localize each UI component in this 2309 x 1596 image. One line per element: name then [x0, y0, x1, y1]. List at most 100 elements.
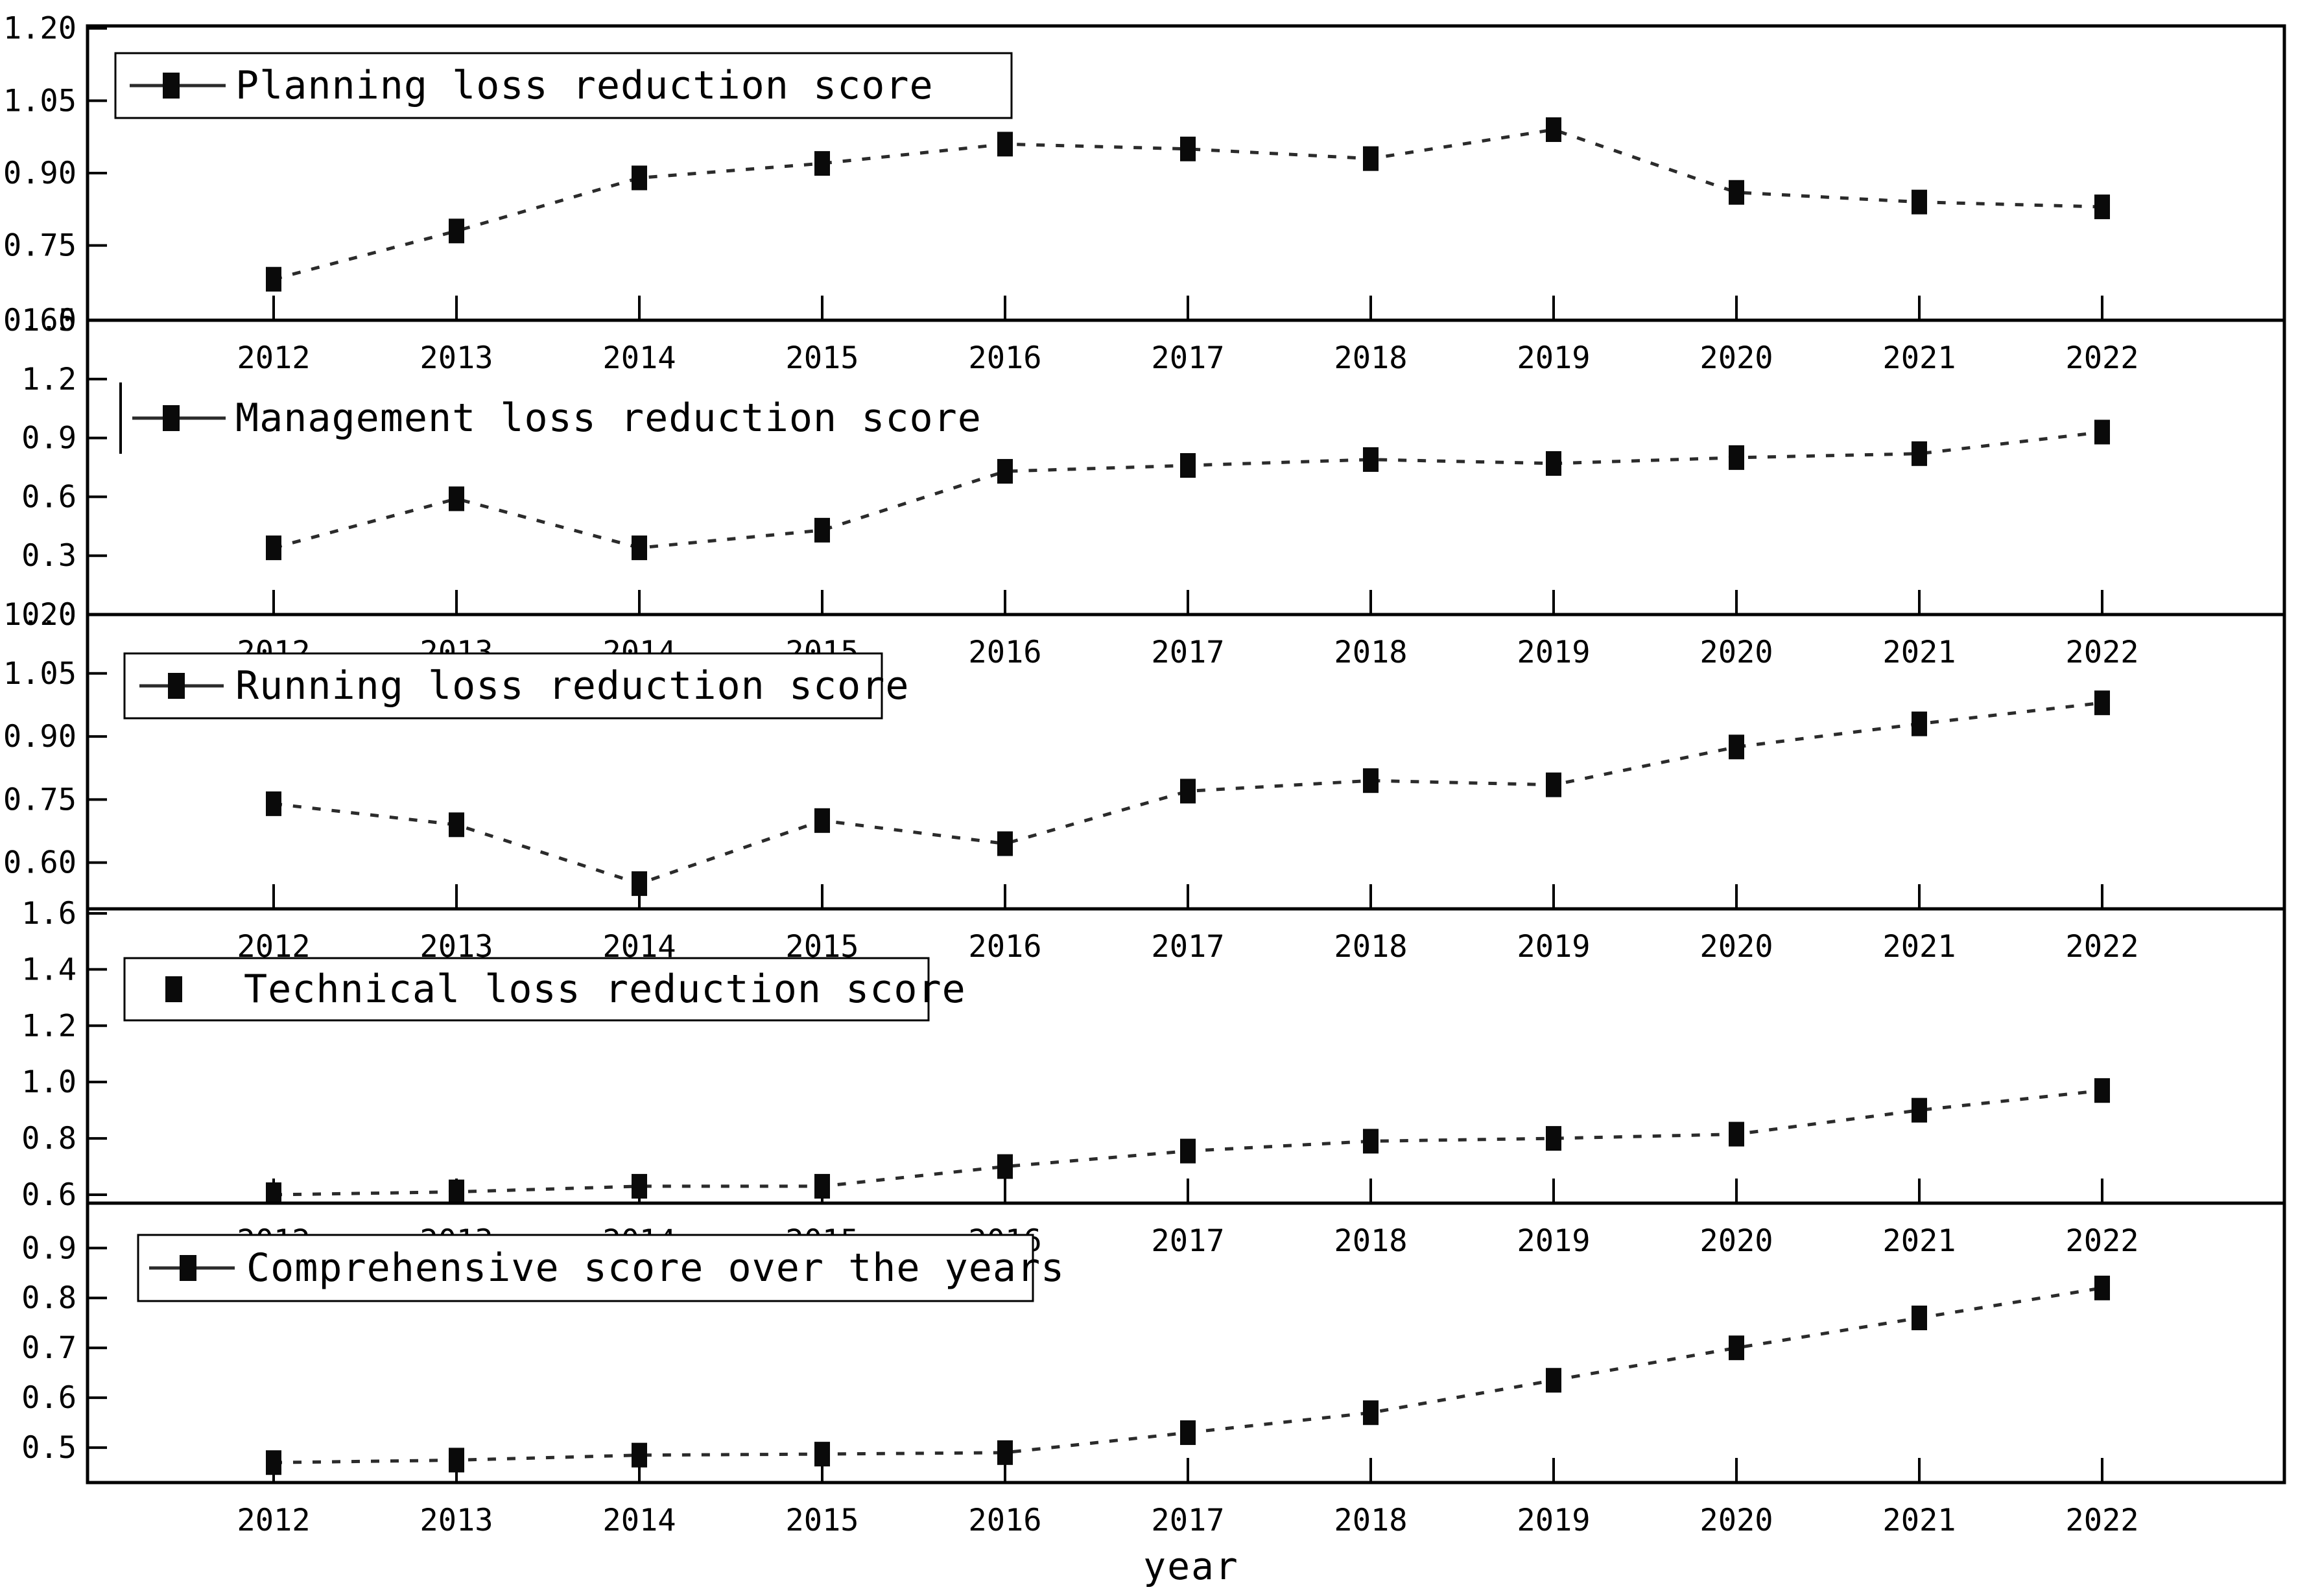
- x-tick-label: 2013: [420, 340, 493, 376]
- data-point-marker: [1912, 441, 1927, 466]
- x-tick-label: 2012: [237, 340, 310, 376]
- data-point-marker: [449, 1448, 464, 1473]
- x-tick-label: 2017: [1151, 929, 1224, 965]
- x-tick-label: 2017: [1151, 1503, 1224, 1538]
- x-tick-label: 2018: [1334, 635, 1407, 670]
- series-management: [266, 419, 2110, 561]
- legend-running: Running loss reduction score: [123, 652, 909, 720]
- data-point-marker: [1546, 117, 1561, 143]
- x-tick-label: 2022: [2065, 1503, 2138, 1538]
- data-point-marker: [1180, 1420, 1196, 1446]
- data-point-marker: [1912, 1097, 1927, 1123]
- x-tick-label: 2021: [1882, 1223, 1956, 1259]
- data-point-marker: [266, 1450, 281, 1475]
- x-tick-label: 2021: [1882, 340, 1956, 376]
- data-point-marker: [1729, 1121, 1744, 1147]
- y-tick-label: 1.20: [3, 11, 77, 47]
- boundary-tick-label: 0.60: [3, 303, 77, 338]
- boundary-tick-labels: 0.601.51.200.01.60.6: [3, 303, 107, 1213]
- data-point-marker: [1363, 447, 1379, 472]
- y-tick-label: 1.4: [21, 952, 77, 987]
- data-point-marker: [997, 132, 1013, 157]
- x-tick-label: 2020: [1699, 1503, 1773, 1538]
- data-point-marker: [1546, 772, 1561, 797]
- y-tick-label: 0.3: [21, 538, 77, 574]
- x-tick-label: 2016: [968, 340, 1041, 376]
- data-point-marker: [1180, 1138, 1196, 1164]
- series-planning: [266, 117, 2110, 292]
- x-tick-label: 2019: [1517, 340, 1590, 376]
- data-point-marker: [2094, 419, 2110, 445]
- y-tick-label: 0.8: [21, 1280, 77, 1316]
- data-point-marker: [449, 1179, 464, 1202]
- legend-box: [123, 652, 883, 720]
- legend-management: Management loss reduction score: [119, 382, 981, 454]
- panel-comprehensive: 0.9 0.8 0.7 0.6 0.5 2012 2013 2014 2015 2016 2017 2…: [21, 1201, 2286, 1538]
- x-tick-label: 2020: [1699, 340, 1773, 376]
- x-tick-label: 2018: [1334, 340, 1407, 376]
- y-tick-label: 1.2: [21, 362, 77, 397]
- x-tick-label: 2020: [1699, 1223, 1773, 1259]
- y-tick-label: 1.0: [21, 1064, 77, 1100]
- series-running: [266, 690, 2110, 897]
- legend-sample-marker: [163, 405, 180, 431]
- series-line: [273, 430, 2103, 550]
- data-point-marker: [266, 535, 281, 561]
- data-point-marker: [1180, 779, 1196, 804]
- data-point-marker: [997, 831, 1013, 856]
- x-tick-label: 2016: [968, 635, 1041, 670]
- y-tick-label: 1.05: [3, 656, 77, 692]
- legend-label: Planning loss reduction score: [235, 63, 934, 108]
- series-comprehensive: [266, 1275, 2110, 1475]
- y-tick-label: 1.05: [3, 83, 77, 119]
- legend-sample-marker: [180, 1255, 196, 1281]
- x-axis-title: year: [1143, 1544, 1239, 1588]
- legend-box: [114, 52, 1013, 119]
- x-tick-label: 2018: [1334, 1223, 1407, 1259]
- x-tick-label: 2018: [1334, 1503, 1407, 1538]
- y-tick-label: 0.9: [21, 421, 77, 456]
- data-point-marker: [1363, 146, 1379, 171]
- x-tick-label: 2017: [1151, 1223, 1224, 1259]
- data-point-marker: [997, 1154, 1013, 1179]
- x-tick-label: 2022: [2065, 929, 2138, 965]
- x-tick-label: 2015: [785, 340, 858, 376]
- x-tick-label: 2019: [1517, 929, 1590, 965]
- legend-label: Technical loss reduction score: [244, 967, 966, 1012]
- x-tick-label: 2014: [602, 1503, 676, 1538]
- data-point-marker: [449, 486, 464, 511]
- data-point-marker: [632, 1442, 647, 1468]
- data-point-marker: [1729, 180, 1744, 205]
- x-tick-label: 2022: [2065, 635, 2138, 670]
- x-tick-label: 2019: [1517, 1223, 1590, 1259]
- x-tick-label: 2019: [1517, 1503, 1590, 1538]
- x-tick-label: 2017: [1151, 635, 1224, 670]
- data-point-marker: [266, 791, 281, 816]
- y-tick-label: 0.75: [3, 782, 77, 817]
- y-tick-label: 0.8: [21, 1121, 77, 1156]
- data-point-marker: [2094, 1275, 2110, 1300]
- x-tick-label: 2022: [2065, 340, 2138, 376]
- data-point-marker: [814, 517, 830, 543]
- x-tick-label: 2016: [968, 1503, 1041, 1538]
- y-tick-label: 0.90: [3, 156, 77, 191]
- data-point-marker: [1729, 1335, 1744, 1361]
- x-tick-label: 2014: [602, 340, 676, 376]
- x-tick-label: 2021: [1882, 929, 1956, 965]
- data-point-marker: [1546, 1368, 1561, 1393]
- data-point-marker: [2094, 1078, 2110, 1103]
- data-point-marker: [1912, 1306, 1927, 1331]
- boundary-tick-label: 1.5: [21, 303, 77, 338]
- x-tick-label: 2016: [968, 929, 1041, 965]
- legend-box: [123, 957, 930, 1022]
- boundary-tick-label: 0.6: [21, 1177, 77, 1213]
- data-point-marker: [449, 218, 464, 244]
- data-point-marker: [632, 165, 647, 191]
- legend-label: Running loss reduction score: [235, 663, 909, 709]
- y-tick-label: 1.2: [21, 1008, 77, 1044]
- data-point-marker: [632, 1173, 647, 1199]
- data-point-marker: [2094, 194, 2110, 220]
- legend-sample-marker: [165, 976, 182, 1002]
